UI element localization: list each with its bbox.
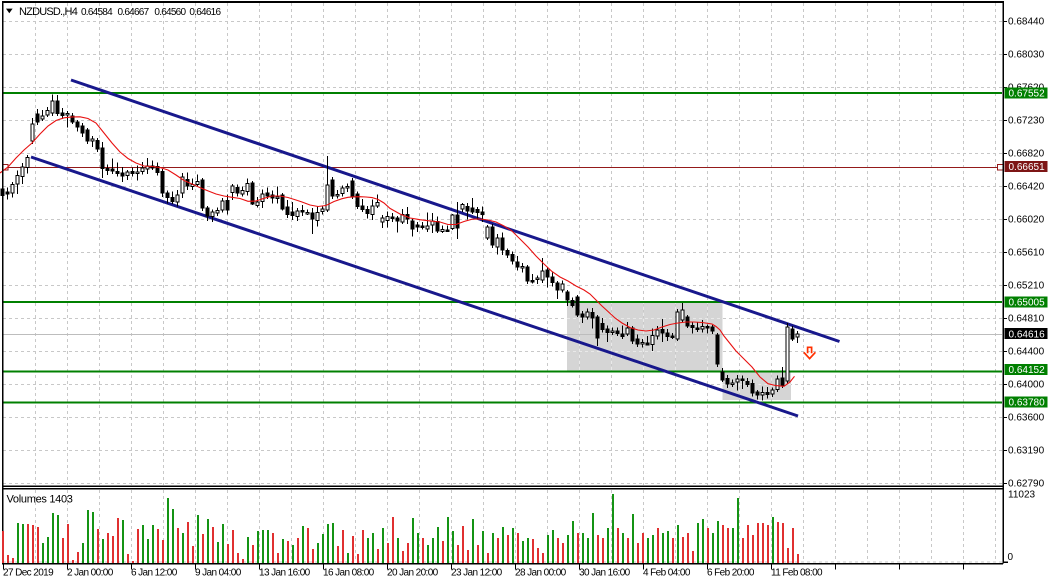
- svg-text:11 Feb 08:00: 11 Feb 08:00: [771, 568, 823, 579]
- svg-text:16 Jan 08:00: 16 Jan 08:00: [323, 568, 375, 579]
- svg-text:0.62790: 0.62790: [1008, 479, 1045, 490]
- svg-text:0.64400: 0.64400: [1008, 347, 1045, 358]
- svg-text:6 Feb 20:00: 6 Feb 20:00: [707, 568, 755, 579]
- svg-text:0.65610: 0.65610: [1008, 248, 1045, 259]
- svg-text:0.66651: 0.66651: [1009, 162, 1046, 173]
- svg-text:0.66420: 0.66420: [1008, 182, 1045, 193]
- svg-text:0.64152: 0.64152: [1009, 365, 1046, 376]
- svg-text:0.64000: 0.64000: [1008, 380, 1045, 391]
- svg-text:0.64810: 0.64810: [1008, 314, 1045, 325]
- svg-text:20 Jan 20:00: 20 Jan 20:00: [387, 568, 439, 579]
- svg-text:0.63190: 0.63190: [1008, 446, 1045, 457]
- svg-text:0.63600: 0.63600: [1008, 413, 1045, 424]
- svg-text:6 Jan 12:00: 6 Jan 12:00: [131, 568, 178, 579]
- svg-text:0.65210: 0.65210: [1008, 281, 1045, 292]
- svg-text:28 Jan 00:00: 28 Jan 00:00: [515, 568, 567, 579]
- svg-text:27 Dec 2019: 27 Dec 2019: [3, 568, 54, 579]
- svg-text:0.65005: 0.65005: [1009, 298, 1046, 309]
- svg-text:4 Feb 04:00: 4 Feb 04:00: [643, 568, 691, 579]
- svg-text:Volumes 1403: Volumes 1403: [7, 494, 73, 506]
- svg-text:2 Jan 00:00: 2 Jan 00:00: [67, 568, 114, 579]
- svg-text:0.68030: 0.68030: [1008, 50, 1045, 61]
- svg-text:9 Jan 04:00: 9 Jan 04:00: [195, 568, 242, 579]
- svg-text:0.64560: 0.64560: [154, 7, 186, 18]
- svg-text:11023: 11023: [1008, 490, 1036, 501]
- svg-text:23 Jan 12:00: 23 Jan 12:00: [451, 568, 503, 579]
- svg-text:0.64616: 0.64616: [189, 7, 221, 18]
- svg-text:NZDUSD.,H4: NZDUSD.,H4: [19, 6, 78, 18]
- svg-text:0: 0: [1008, 552, 1014, 563]
- svg-text:0.64667: 0.64667: [118, 7, 150, 18]
- svg-text:0.67230: 0.67230: [1008, 116, 1045, 127]
- svg-text:0.66820: 0.66820: [1008, 149, 1045, 160]
- svg-text:30 Jan 16:00: 30 Jan 16:00: [579, 568, 631, 579]
- svg-text:13 Jan 16:00: 13 Jan 16:00: [259, 568, 311, 579]
- svg-text:0.64616: 0.64616: [1009, 329, 1046, 340]
- svg-text:0.66020: 0.66020: [1008, 215, 1045, 226]
- svg-text:0.68440: 0.68440: [1008, 17, 1045, 28]
- svg-text:0.63780: 0.63780: [1009, 398, 1046, 409]
- svg-text:0.67552: 0.67552: [1009, 88, 1046, 99]
- svg-text:0.64584: 0.64584: [81, 7, 113, 18]
